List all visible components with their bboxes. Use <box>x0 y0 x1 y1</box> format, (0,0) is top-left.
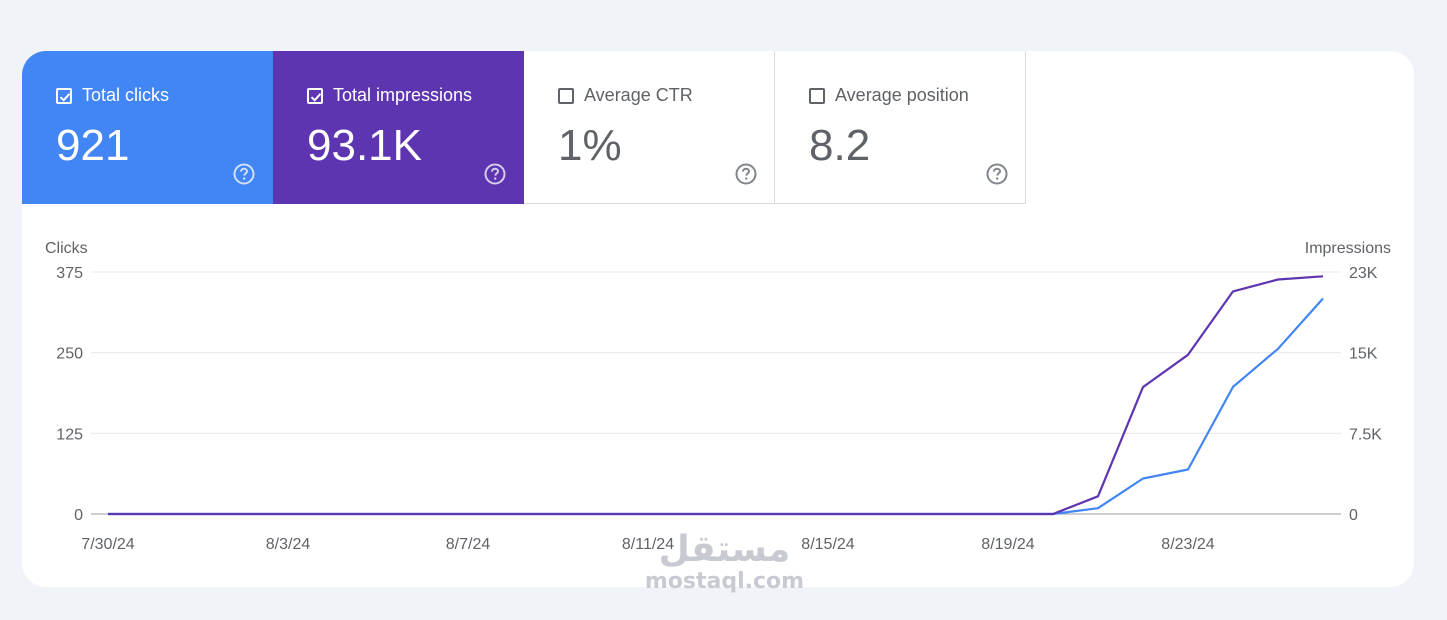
question-circle-icon[interactable] <box>735 163 757 185</box>
watermark-arabic: مستقل <box>658 529 791 570</box>
question-circle-icon[interactable] <box>986 163 1008 185</box>
x-tick-label: 8/15/24 <box>801 536 854 553</box>
metric-value: 8.2 <box>809 121 871 170</box>
y-tick-label-right: 0 <box>1349 507 1358 524</box>
y-axis-title-right: Impressions <box>1305 240 1391 257</box>
watermark-latin: mostaql.com <box>644 569 805 594</box>
x-tick-label: 8/23/24 <box>1161 536 1214 553</box>
metric-total-clicks[interactable]: Total clicks 921 <box>22 51 273 204</box>
y-tick-label-left: 250 <box>56 346 83 363</box>
checkbox-unchecked-icon[interactable] <box>809 87 825 104</box>
question-circle-icon[interactable] <box>484 163 506 185</box>
y-tick-label-left: 375 <box>56 265 83 282</box>
metric-tabs: Total clicks 921 Total impressions 93.1K <box>22 51 1026 204</box>
x-tick-label: 8/19/24 <box>981 536 1034 553</box>
x-tick-label: 8/11/24 <box>622 536 674 553</box>
checkbox-checked-icon[interactable] <box>56 87 72 104</box>
metric-label: Total impressions <box>333 85 473 105</box>
x-tick-label: 7/30/24 <box>81 536 134 553</box>
metric-label-row: Total clicks <box>56 85 169 106</box>
series-line-impressions <box>108 275 1324 516</box>
series-line-clicks <box>108 297 1324 516</box>
metric-average-ctr[interactable]: Average CTR 1% <box>524 51 775 204</box>
y-tick-label-left: 125 <box>56 426 83 443</box>
checkbox-unchecked-icon[interactable] <box>558 87 574 104</box>
metric-label-row: Average CTR <box>558 85 693 106</box>
watermark: مستقل mostaql.com <box>642 530 807 594</box>
metric-value: 1% <box>558 121 622 170</box>
metric-label: Average position <box>835 85 969 105</box>
metric-value: 921 <box>56 121 130 170</box>
metric-average-position[interactable]: Average position 8.2 <box>775 51 1026 204</box>
y-tick-label-right: 7.5K <box>1349 426 1382 443</box>
metric-value: 93.1K <box>307 121 422 170</box>
metric-label: Total clicks <box>82 85 170 105</box>
y-axis-title-left: Clicks <box>45 240 88 257</box>
metric-total-impressions[interactable]: Total impressions 93.1K <box>273 51 524 204</box>
metric-label: Average CTR <box>584 85 693 105</box>
checkbox-checked-icon[interactable] <box>307 87 323 104</box>
y-tick-label-right: 15K <box>1349 346 1378 363</box>
metric-label-row: Total impressions <box>307 85 472 106</box>
y-tick-label-right: 23K <box>1349 265 1378 282</box>
question-circle-icon[interactable] <box>233 163 255 185</box>
y-tick-label-left: 0 <box>74 507 83 524</box>
x-tick-label: 8/7/24 <box>446 536 491 553</box>
performance-chart: 0 0 125 7.5K 250 15K 375 23K Clicks Impressions 7/… <box>45 240 1391 553</box>
metric-label-row: Average position <box>809 85 969 106</box>
performance-card: Total clicks 921 Total impressions 93.1K <box>22 51 1414 587</box>
x-tick-label: 8/3/24 <box>266 536 311 553</box>
